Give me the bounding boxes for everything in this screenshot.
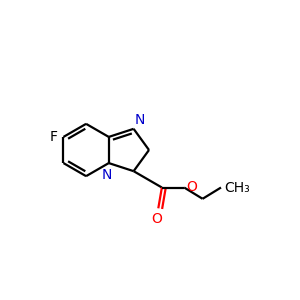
- Text: O: O: [152, 212, 162, 226]
- Text: CH₃: CH₃: [224, 181, 250, 194]
- Text: F: F: [50, 130, 58, 144]
- Text: N: N: [102, 168, 112, 182]
- Text: O: O: [186, 180, 197, 194]
- Text: N: N: [135, 113, 146, 128]
